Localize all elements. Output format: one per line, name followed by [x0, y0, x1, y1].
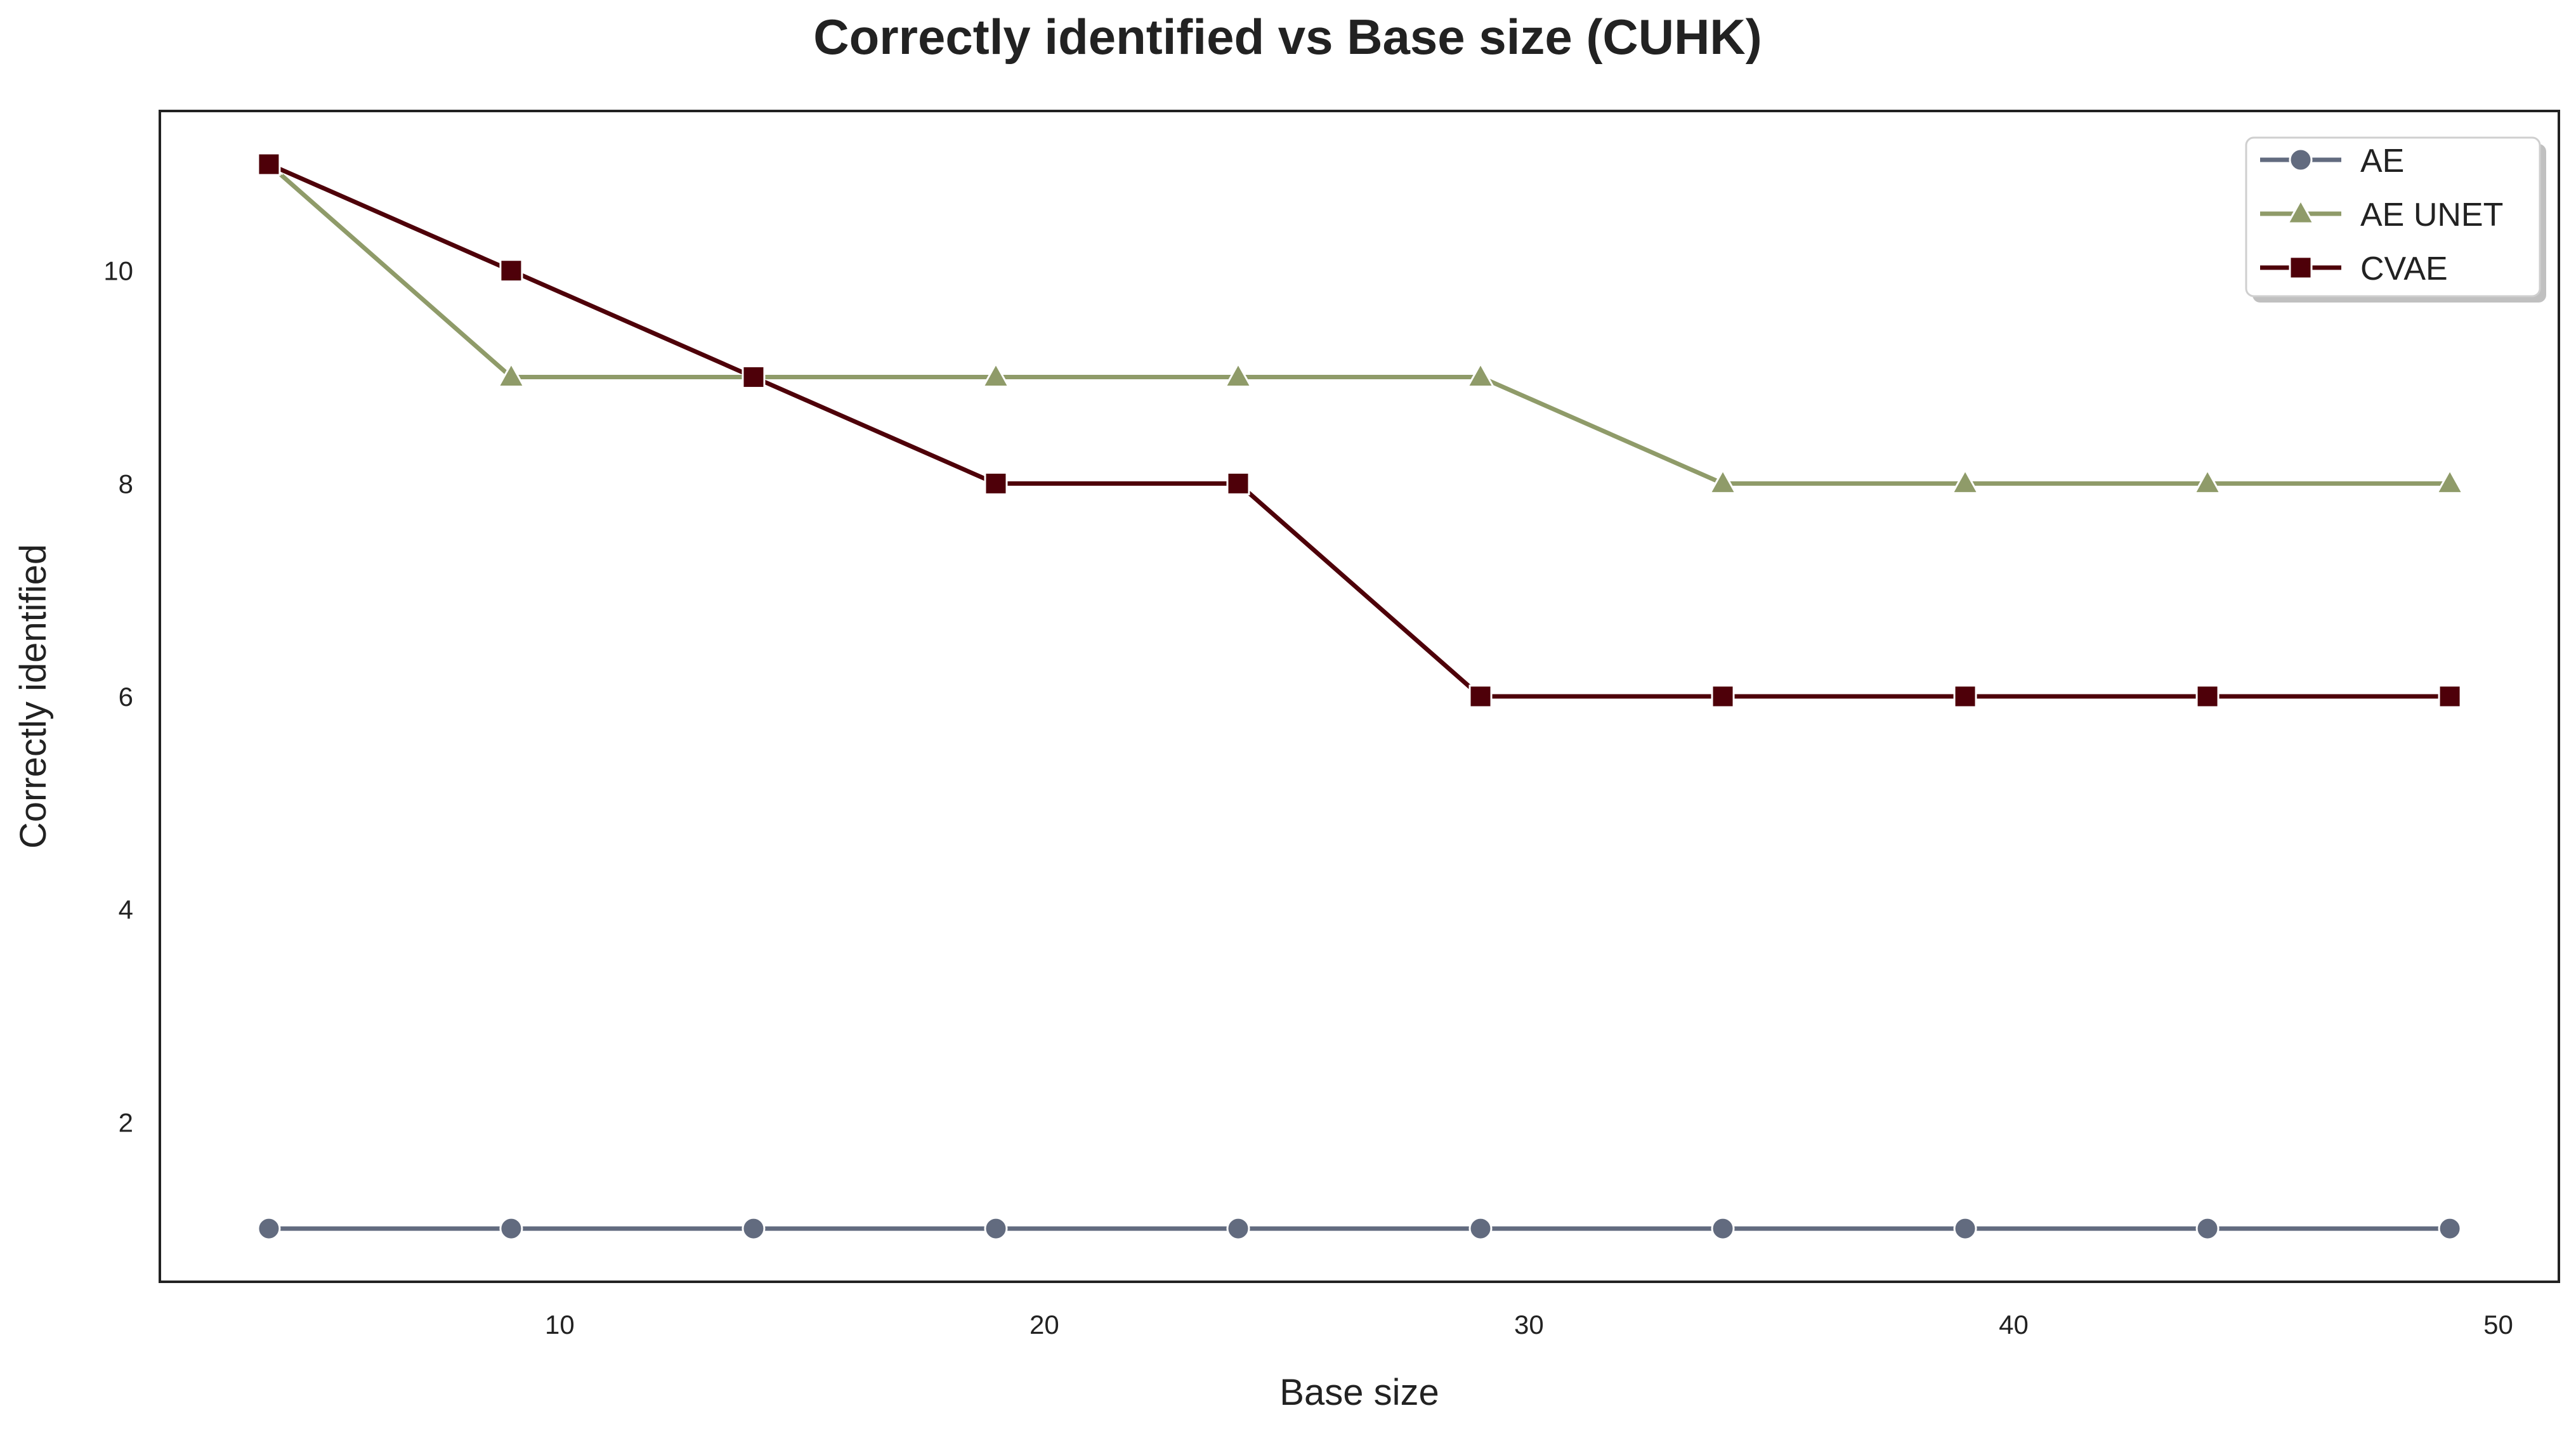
x-tick-label: 50: [2483, 1310, 2513, 1339]
series-ae-unet: [254, 148, 2464, 494]
x-tick-label: 30: [1514, 1310, 1544, 1339]
data-point-ae: [257, 1216, 281, 1241]
x-axis-ticks: 10 20 30 40 50: [545, 1310, 2513, 1339]
data-point-cvae: [1711, 684, 1735, 708]
y-tick-label: 4: [119, 895, 133, 925]
data-point-ae-unet: [981, 362, 1010, 388]
data-point-ae-unet: [1224, 362, 1253, 388]
legend-label-ae-unet: AE UNET: [2360, 197, 2503, 233]
data-point-ae: [499, 1216, 523, 1241]
data-point-ae: [1468, 1216, 1493, 1241]
data-point-ae: [742, 1216, 766, 1241]
data-point-ae: [984, 1216, 1008, 1241]
data-point-cvae: [2195, 684, 2220, 708]
y-tick-label: 2: [119, 1107, 133, 1137]
series-cvae: [257, 152, 2462, 708]
data-point-ae: [2438, 1216, 2462, 1241]
legend: AE AE UNET CVAE: [2245, 136, 2546, 303]
legend-marker-ae: [2289, 148, 2313, 172]
x-tick-label: 10: [545, 1310, 575, 1339]
series-layer: [254, 148, 2464, 1241]
data-point-cvae: [499, 259, 523, 283]
x-axis-label: Base size: [1279, 1372, 1439, 1413]
data-point-ae: [1711, 1216, 1735, 1241]
legend-marker-ae-unet: [2286, 198, 2315, 225]
data-point-cvae: [1468, 684, 1493, 708]
data-point-ae-unet: [2193, 468, 2222, 494]
series-ae: [257, 1216, 2462, 1241]
data-point-cvae: [2438, 684, 2462, 708]
series-line-ae-unet: [267, 162, 2450, 486]
x-tick-label: 40: [1999, 1310, 2029, 1339]
data-point-cvae: [257, 152, 281, 176]
data-point-ae-unet: [1708, 468, 1737, 494]
x-tick-label: 20: [1030, 1310, 1059, 1339]
data-point-ae-unet: [497, 362, 526, 388]
y-tick-label: 10: [103, 256, 133, 286]
data-point-ae: [2195, 1216, 2220, 1241]
data-point-cvae: [1953, 684, 1977, 708]
y-axis-ticks: 2 4 6 8 10: [103, 256, 133, 1138]
data-point-ae-unet: [1951, 468, 1980, 494]
data-point-ae: [1953, 1216, 1977, 1241]
data-point-ae: [1226, 1216, 1250, 1241]
plot-area-frame: [159, 110, 2560, 1283]
data-point-ae-unet: [2435, 468, 2464, 494]
y-tick-label: 8: [119, 469, 133, 499]
legend-marker-cvae: [2289, 256, 2313, 280]
y-axis-label: Correctly identified: [13, 544, 54, 849]
data-point-cvae: [984, 471, 1008, 495]
data-point-ae-unet: [1466, 362, 1495, 388]
legend-label-cvae: CVAE: [2360, 251, 2448, 287]
legend-box: [2245, 136, 2541, 297]
y-tick-label: 6: [119, 682, 133, 712]
data-point-cvae: [1226, 471, 1250, 495]
data-point-cvae: [742, 365, 766, 389]
chart-title: Correctly identified vs Base size (CUHK): [813, 9, 1762, 65]
legend-label-ae: AE: [2360, 143, 2404, 179]
series-line-cvae: [268, 162, 2450, 699]
